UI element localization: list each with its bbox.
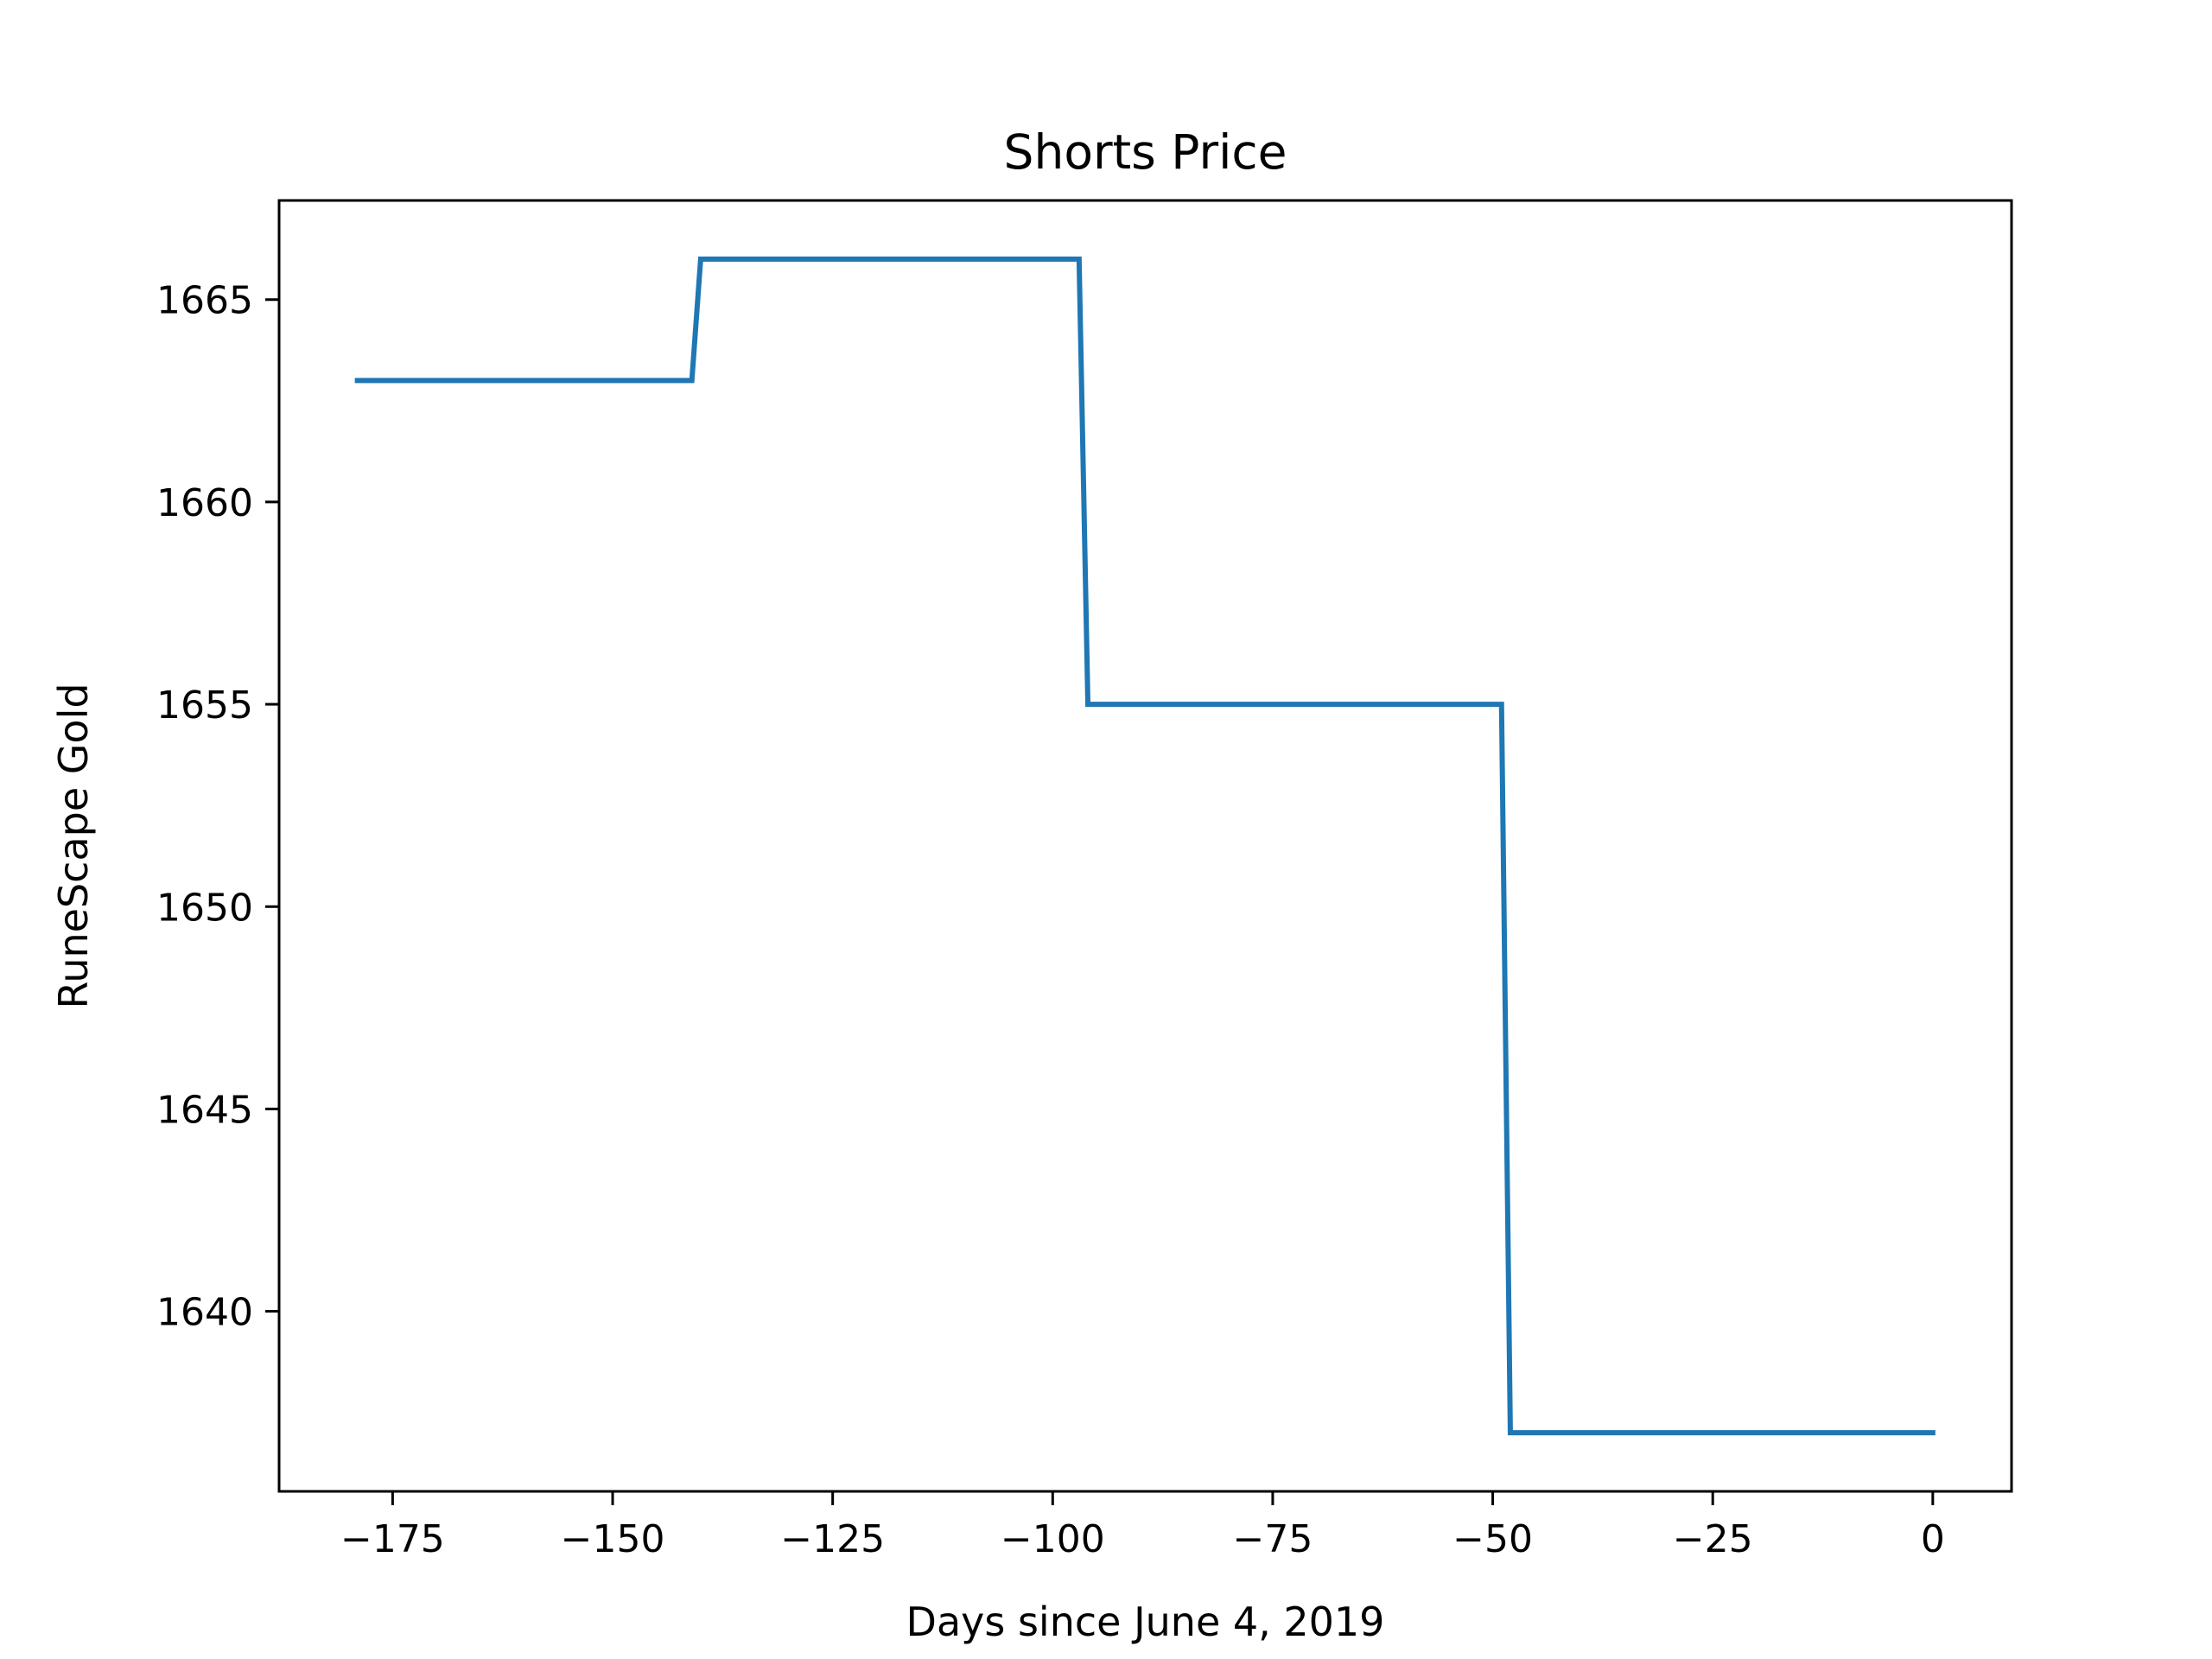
x-tick-label: −150 [561, 1517, 665, 1561]
x-tick-label: −100 [1001, 1517, 1105, 1561]
y-tick-label: 1655 [156, 683, 253, 728]
chart-title: Shorts Price [1004, 124, 1287, 180]
x-tick-label: −75 [1233, 1517, 1313, 1561]
plot-frame [277, 199, 2013, 1493]
y-tick-label: 1650 [156, 886, 253, 930]
y-axis: 1640 1645 1650 1655 1660 1665 [156, 279, 279, 1335]
series-line-1 [354, 256, 1936, 1436]
x-axis-title: Days since June 4, 2019 [906, 1599, 1385, 1645]
x-tick-label: −175 [340, 1517, 445, 1561]
x-axis: −175 −150 −125 −100 −75 −50 −25 0 [340, 1491, 1945, 1561]
x-tick-label: −25 [1673, 1517, 1753, 1561]
x-tick-label: −50 [1452, 1517, 1533, 1561]
y-tick-label: 1665 [156, 279, 253, 323]
plot-area [279, 200, 2012, 1491]
y-axis-title: RuneScape Gold [50, 683, 97, 1008]
y-tick-label: 1640 [156, 1291, 253, 1335]
y-tick-label: 1645 [156, 1088, 253, 1132]
y-tick-label: 1660 [156, 481, 253, 525]
x-tick-label: 0 [1921, 1517, 1945, 1561]
x-tick-label: −125 [780, 1517, 885, 1561]
series-layer [354, 256, 1936, 1436]
